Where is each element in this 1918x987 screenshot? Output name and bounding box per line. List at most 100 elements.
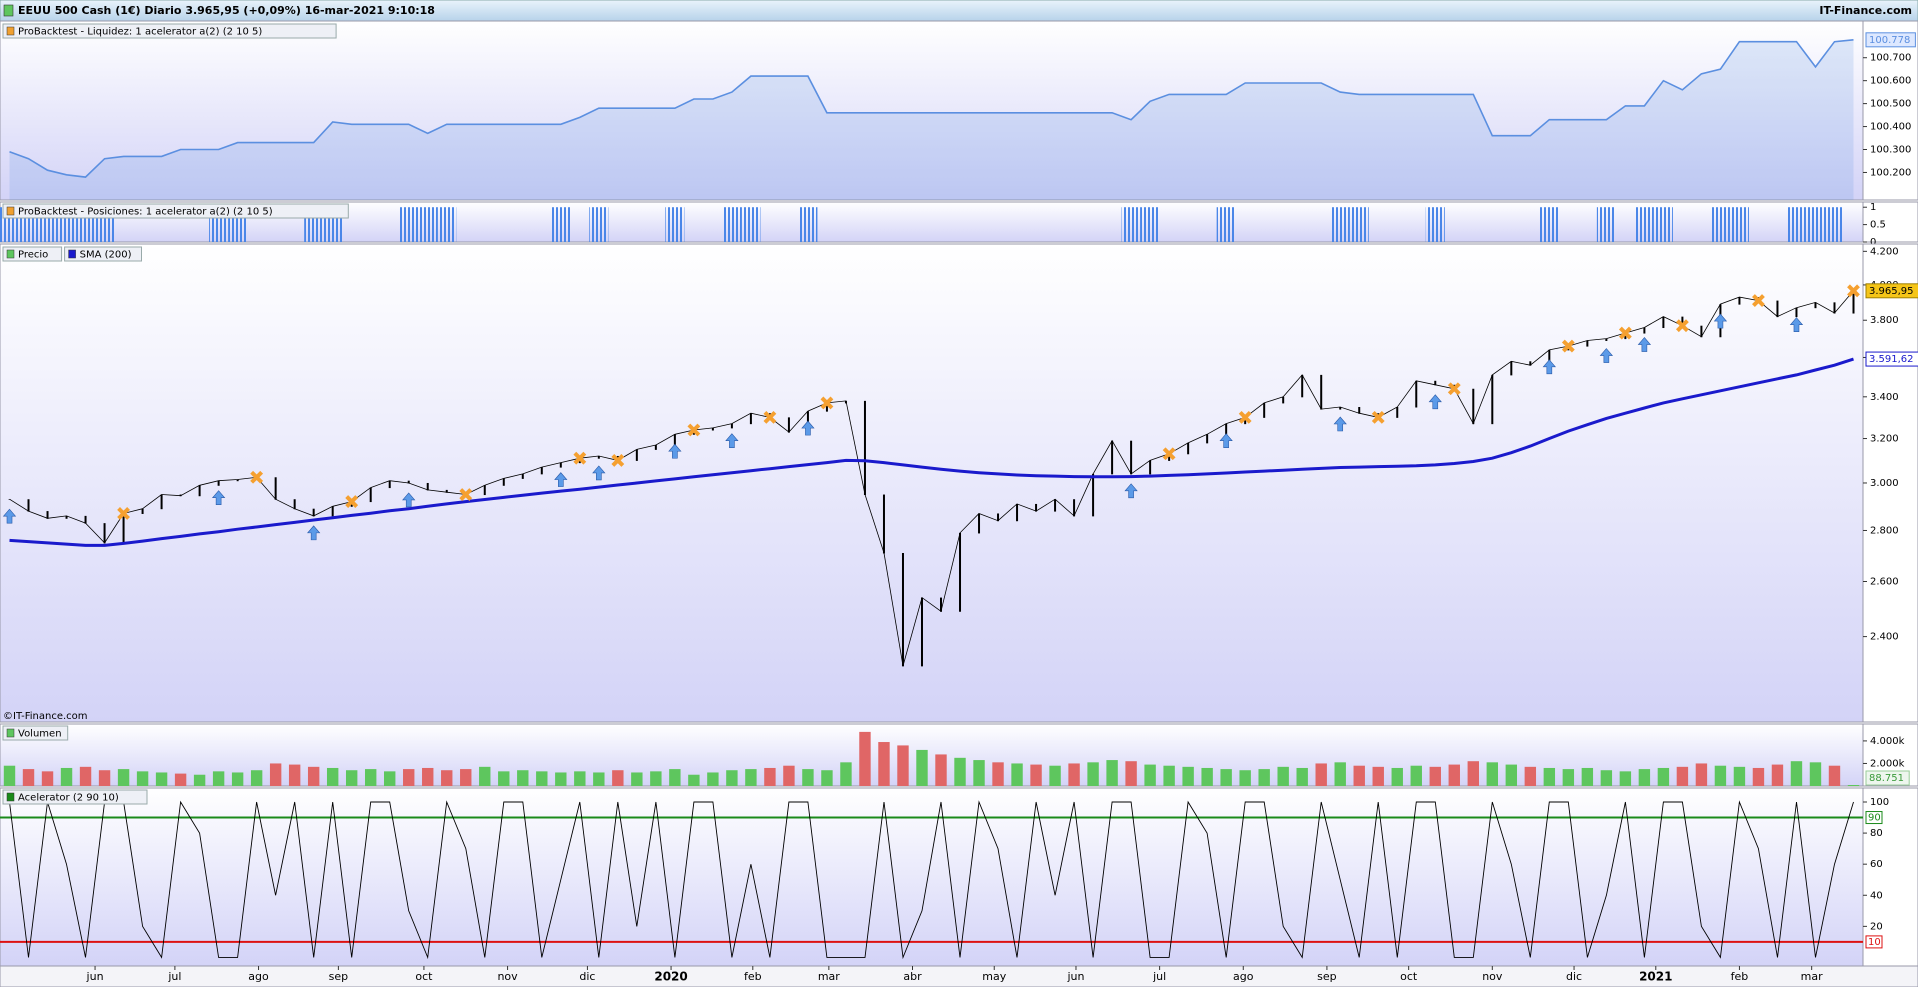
y-tick-label: 3.200 bbox=[1870, 434, 1899, 445]
volume-bar bbox=[1448, 764, 1460, 786]
y-tick-label: 1 bbox=[1870, 202, 1876, 213]
volume-bar bbox=[897, 745, 909, 786]
sell-cross bbox=[1447, 382, 1461, 396]
position-bar bbox=[1121, 207, 1141, 242]
y-tick-label: 100 bbox=[1870, 797, 1889, 808]
x-axis-background bbox=[0, 965, 1918, 987]
x-tick-label: jun bbox=[86, 970, 104, 983]
last-value-label: 88.751 bbox=[1869, 773, 1904, 784]
volume-bar bbox=[174, 773, 187, 786]
position-bar bbox=[1710, 207, 1730, 242]
volume-bar bbox=[612, 770, 624, 786]
y-tick-label: 0 bbox=[1870, 237, 1876, 248]
volume-bar bbox=[60, 767, 73, 786]
volume-bar bbox=[1106, 760, 1118, 786]
volume-bar bbox=[1657, 767, 1670, 786]
x-tick-label: nov bbox=[1482, 970, 1503, 983]
y-tick-label: 3.400 bbox=[1870, 392, 1899, 403]
volume-bar bbox=[1391, 767, 1403, 786]
position-bar bbox=[1824, 207, 1844, 242]
buy-arrow bbox=[1599, 348, 1614, 363]
buy-arrow bbox=[554, 472, 568, 487]
legend-swatch bbox=[6, 249, 15, 259]
volume-bar bbox=[574, 771, 586, 786]
volume-bar bbox=[1429, 766, 1441, 786]
volume-bar bbox=[669, 769, 681, 786]
x-tick-label: sep bbox=[329, 970, 348, 983]
x-tick-label: dic bbox=[1566, 970, 1582, 983]
y-tick-label: 100.300 bbox=[1870, 145, 1911, 156]
position-bar bbox=[741, 207, 761, 242]
buy-arrow bbox=[1637, 337, 1652, 352]
volume-bar bbox=[384, 771, 396, 786]
buy-arrow bbox=[307, 525, 321, 541]
y-tick-label: 100.200 bbox=[1870, 167, 1911, 178]
volume-bar bbox=[1714, 765, 1727, 786]
volume-bar bbox=[1353, 765, 1365, 786]
last-value-label: 3.591,62 bbox=[1869, 354, 1914, 365]
volume-bar bbox=[1296, 767, 1308, 786]
position-bar bbox=[589, 207, 609, 242]
y-tick-label: 2.000k bbox=[1870, 758, 1905, 769]
position-bar bbox=[551, 207, 571, 242]
volume-bar bbox=[1049, 765, 1061, 786]
axis-background bbox=[1862, 243, 1918, 723]
x-tick-label: 2021 bbox=[1639, 970, 1672, 984]
x-tick-label: may bbox=[982, 970, 1006, 983]
volume-bar bbox=[745, 769, 757, 786]
volume-bar bbox=[1486, 762, 1499, 786]
buy-arrow bbox=[1713, 313, 1728, 329]
x-tick-label: ago bbox=[1233, 970, 1254, 983]
legend-swatch bbox=[6, 728, 15, 738]
sell-cross bbox=[763, 410, 777, 424]
volume-bar bbox=[840, 762, 852, 786]
x-tick-label: abr bbox=[903, 970, 922, 983]
sell-cross bbox=[1752, 294, 1765, 308]
brand: IT-Finance.com bbox=[1819, 4, 1912, 17]
volume-bar bbox=[231, 772, 244, 786]
position-bar bbox=[1216, 207, 1236, 242]
last-value-box bbox=[1865, 32, 1916, 48]
y-tick-label: 20 bbox=[1870, 921, 1883, 932]
position-bar bbox=[418, 207, 438, 242]
legend-box bbox=[2, 789, 148, 805]
volume-bar bbox=[41, 771, 54, 786]
legend-text: SMA (200) bbox=[80, 250, 132, 261]
buy-arrow bbox=[211, 490, 226, 505]
y-tick-label: 3.000 bbox=[1870, 478, 1899, 489]
position-bar bbox=[437, 207, 457, 242]
position-bar bbox=[1729, 207, 1749, 242]
volume-bar bbox=[1201, 767, 1213, 786]
volume-bar bbox=[479, 766, 491, 786]
buy-arrow bbox=[592, 465, 606, 481]
volume-bar bbox=[1638, 769, 1651, 786]
sell-cross bbox=[573, 451, 587, 465]
volume-bar bbox=[422, 767, 434, 786]
level-box bbox=[1865, 935, 1883, 949]
volume-bar bbox=[1087, 762, 1099, 786]
legend-text: Acelerator (2 90 10) bbox=[18, 793, 119, 804]
legend-text: Precio bbox=[18, 250, 48, 261]
volume-bar bbox=[1315, 763, 1327, 786]
position-bar bbox=[1425, 207, 1445, 242]
volume-bar bbox=[1733, 766, 1746, 786]
position-bar bbox=[399, 207, 419, 242]
level-label: 90 bbox=[1868, 813, 1881, 824]
sell-cross bbox=[117, 507, 130, 520]
equity-area bbox=[9, 39, 1854, 200]
buy-arrow bbox=[801, 420, 815, 436]
position-bar bbox=[722, 207, 742, 242]
x-tick-label: jul bbox=[167, 970, 181, 983]
volume-bar bbox=[1144, 764, 1156, 786]
sma-line bbox=[9, 357, 1854, 547]
volume-bar bbox=[593, 772, 605, 786]
volume-bar bbox=[364, 769, 377, 786]
x-tick-label: nov bbox=[497, 970, 518, 983]
volume-bar bbox=[1847, 784, 1860, 786]
volume-bar bbox=[1524, 766, 1537, 786]
panel-background bbox=[0, 243, 1864, 723]
buy-arrow bbox=[1124, 483, 1138, 499]
volume-bar bbox=[1334, 762, 1346, 786]
volume-bar bbox=[1752, 767, 1765, 786]
volume-bar bbox=[1277, 766, 1289, 786]
